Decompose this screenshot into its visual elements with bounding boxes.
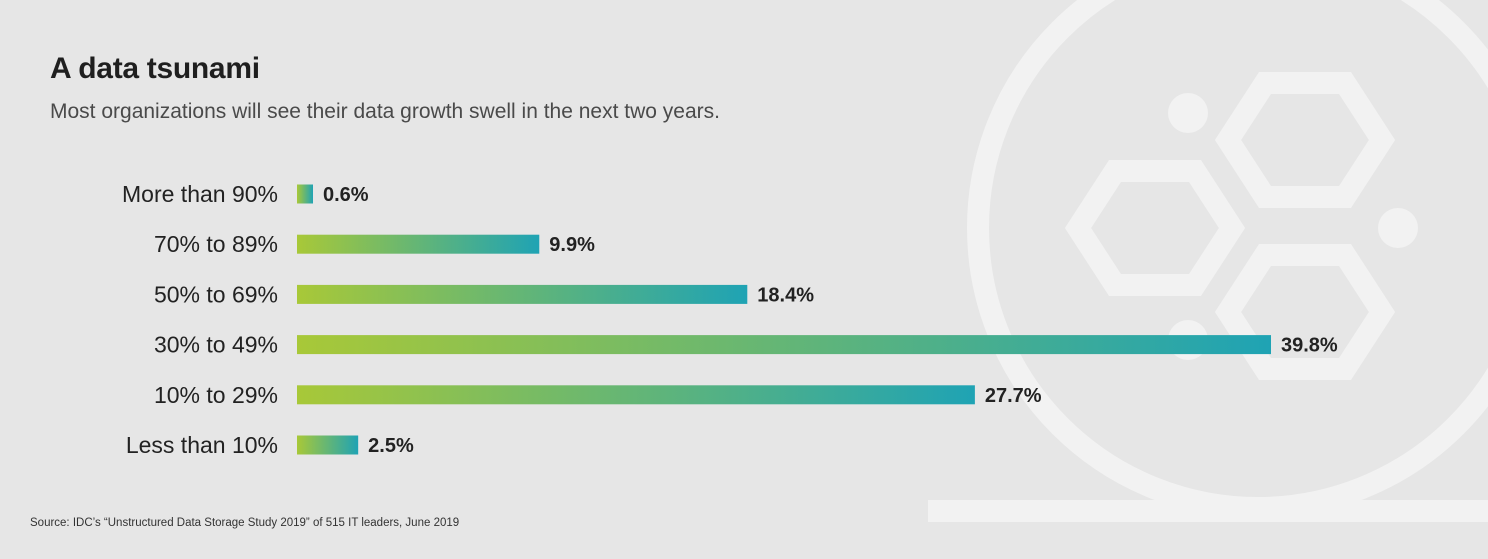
value-label: 9.9% xyxy=(549,234,595,256)
decor-hexagon-top xyxy=(1214,72,1396,208)
category-label: Less than 10% xyxy=(126,432,278,458)
value-label: 18.4% xyxy=(757,284,814,306)
bar xyxy=(297,335,1271,355)
value-label: 39.8% xyxy=(1281,335,1338,357)
category-label: More than 90% xyxy=(122,181,278,207)
bar xyxy=(297,385,975,405)
bar xyxy=(297,284,748,304)
decor-dot-top xyxy=(1168,93,1208,133)
value-label: 2.5% xyxy=(368,435,414,457)
bar xyxy=(297,184,313,204)
category-label: 50% to 69% xyxy=(154,281,278,307)
source-note: Source: IDC’s “Unstructured Data Storage… xyxy=(30,517,460,529)
chart-subtitle: Most organizations will see their data g… xyxy=(50,100,720,123)
category-label: 30% to 49% xyxy=(154,332,278,358)
decor-dot-right xyxy=(1378,208,1418,248)
category-label: 10% to 29% xyxy=(154,382,278,408)
decor-hexagon-left xyxy=(1064,160,1246,296)
value-label: 27.7% xyxy=(985,385,1042,407)
category-label: 70% to 89% xyxy=(154,231,278,257)
decor-hexagon-bottom xyxy=(1214,244,1396,380)
bar xyxy=(297,435,359,455)
value-label: 0.6% xyxy=(323,184,369,206)
bars-layer: More than 90% 0.6% 70% to 89% 9.9% 50% to 69… xyxy=(122,181,1338,458)
bar xyxy=(297,234,540,254)
chart-title: A data tsunami xyxy=(50,52,260,85)
decor-bar xyxy=(928,500,1488,522)
